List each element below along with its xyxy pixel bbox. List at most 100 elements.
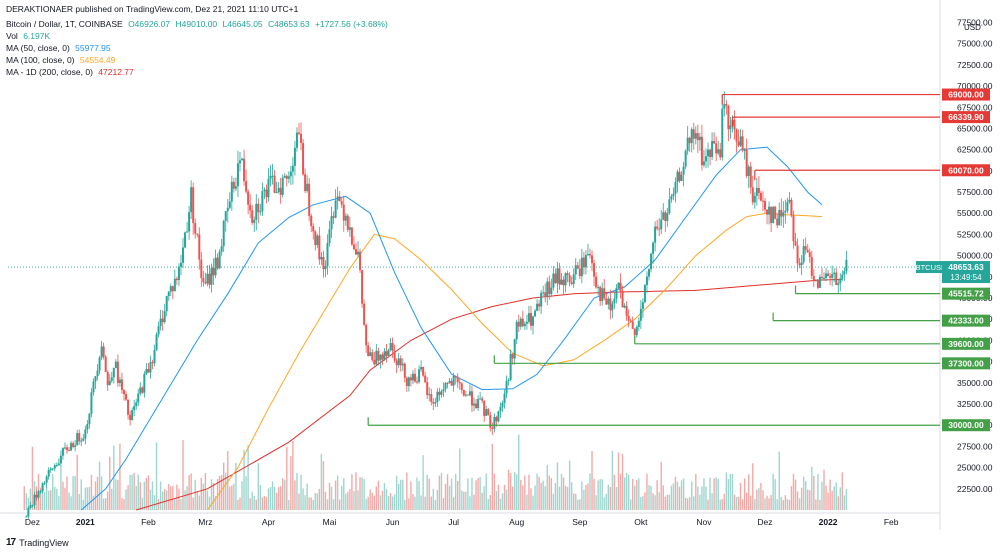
candle-body	[279, 187, 282, 195]
volume-bar	[363, 479, 365, 510]
candle-body	[269, 175, 272, 179]
candle-body	[786, 201, 789, 211]
ma50-legend[interactable]: MA (50, close, 0) 55977.95	[6, 43, 114, 53]
volume-bar	[513, 472, 516, 510]
candle-body	[554, 273, 557, 284]
volume-bar	[361, 477, 363, 510]
volume-bar	[497, 484, 500, 510]
volume-bar	[308, 497, 310, 510]
candle-body	[654, 226, 657, 243]
candle-body	[314, 231, 317, 246]
volume-bar	[50, 490, 52, 510]
candle-body	[369, 352, 372, 356]
candle-body	[485, 409, 488, 416]
candle-body	[379, 354, 382, 361]
candle-body	[481, 398, 484, 401]
candle-body	[106, 371, 109, 386]
y-tick-label: 35000.00	[957, 378, 993, 388]
volume-bar	[642, 496, 644, 510]
candle-body	[76, 433, 79, 446]
candle-body	[721, 108, 724, 158]
candle-body	[483, 400, 486, 416]
volume-bar	[426, 474, 428, 510]
footer: 17 TradingView	[6, 537, 69, 548]
candle-body	[763, 201, 766, 210]
ma200-legend[interactable]: MA - 1D (200, close, 0) 47212.77	[6, 67, 137, 77]
candle-body	[605, 298, 608, 305]
candle-body	[788, 199, 791, 202]
volume-bar	[416, 477, 418, 510]
candle-body	[31, 505, 34, 507]
candle-body	[430, 394, 433, 402]
volume-bar	[198, 495, 200, 510]
volume-bar	[402, 479, 404, 510]
volume-bar	[719, 499, 721, 510]
candle-body	[261, 191, 264, 212]
candle-body	[650, 253, 653, 270]
candle-body	[171, 286, 174, 292]
volume-bar	[701, 486, 703, 510]
candle-body	[513, 339, 516, 359]
candle-body	[236, 163, 239, 187]
volume-bar	[332, 499, 335, 510]
candle-body	[143, 373, 146, 393]
volume-bar	[257, 463, 259, 510]
candle-body	[812, 276, 815, 281]
candle-body	[361, 270, 364, 304]
volume-bar	[237, 499, 239, 510]
volume-bar	[320, 453, 323, 510]
candle-body	[477, 398, 480, 408]
volume-bar	[398, 483, 400, 510]
volume-bar	[725, 472, 728, 510]
volume-bar	[369, 489, 371, 510]
candle-body	[814, 279, 817, 281]
volume-bar	[92, 495, 95, 510]
y-tick-label: 27500.00	[957, 441, 993, 451]
candle-body	[188, 212, 191, 232]
candle-body	[662, 212, 665, 220]
candle-body	[405, 377, 408, 387]
candle-body	[243, 158, 246, 182]
ma100-value: 54554.49	[79, 55, 116, 65]
candle-body	[672, 193, 675, 197]
candle-body	[452, 375, 455, 386]
candle-body	[648, 269, 651, 277]
candle-body	[820, 276, 823, 279]
candle-body	[397, 358, 400, 366]
volume-value: 6.197K	[23, 31, 51, 41]
volume-bar	[420, 495, 422, 510]
footer-brand[interactable]: TradingView	[19, 537, 69, 548]
candle-body	[39, 491, 42, 493]
candle-body	[348, 227, 351, 230]
volume-bar	[457, 481, 459, 510]
y-tick-label: 77500.00	[957, 17, 993, 27]
volume-bar	[516, 474, 518, 510]
ma100-legend[interactable]: MA (100, close, 0) 54554.49	[6, 55, 118, 65]
candle-body	[588, 254, 591, 256]
y-tick-label: 57500.00	[957, 187, 993, 197]
volume-bar	[70, 496, 72, 510]
candle-body	[456, 377, 459, 383]
volume-bar	[780, 496, 782, 510]
candle-body	[711, 140, 714, 158]
support-level-tag	[942, 287, 990, 300]
candle-body	[304, 174, 307, 191]
candle-body	[57, 463, 60, 466]
volume-bar	[141, 497, 144, 510]
ma50-label: MA (50, close, 0)	[6, 43, 70, 53]
x-tick-label: Dez	[25, 517, 40, 527]
volume-bar	[454, 473, 457, 510]
volume-bar	[467, 478, 469, 510]
volume-bar	[530, 488, 532, 510]
candle-body	[125, 394, 128, 400]
candle-body	[78, 433, 81, 442]
volume-bar	[670, 485, 673, 510]
candle-body	[74, 445, 77, 447]
volume-bar	[78, 493, 80, 510]
volume-legend[interactable]: Vol 6.197K	[6, 31, 53, 41]
ohlc-open: O46926.07	[128, 19, 171, 29]
published-text: DERAKTIONAER published on TradingView.co…	[6, 4, 299, 14]
candle-body	[680, 174, 683, 181]
volume-bar	[208, 496, 211, 510]
